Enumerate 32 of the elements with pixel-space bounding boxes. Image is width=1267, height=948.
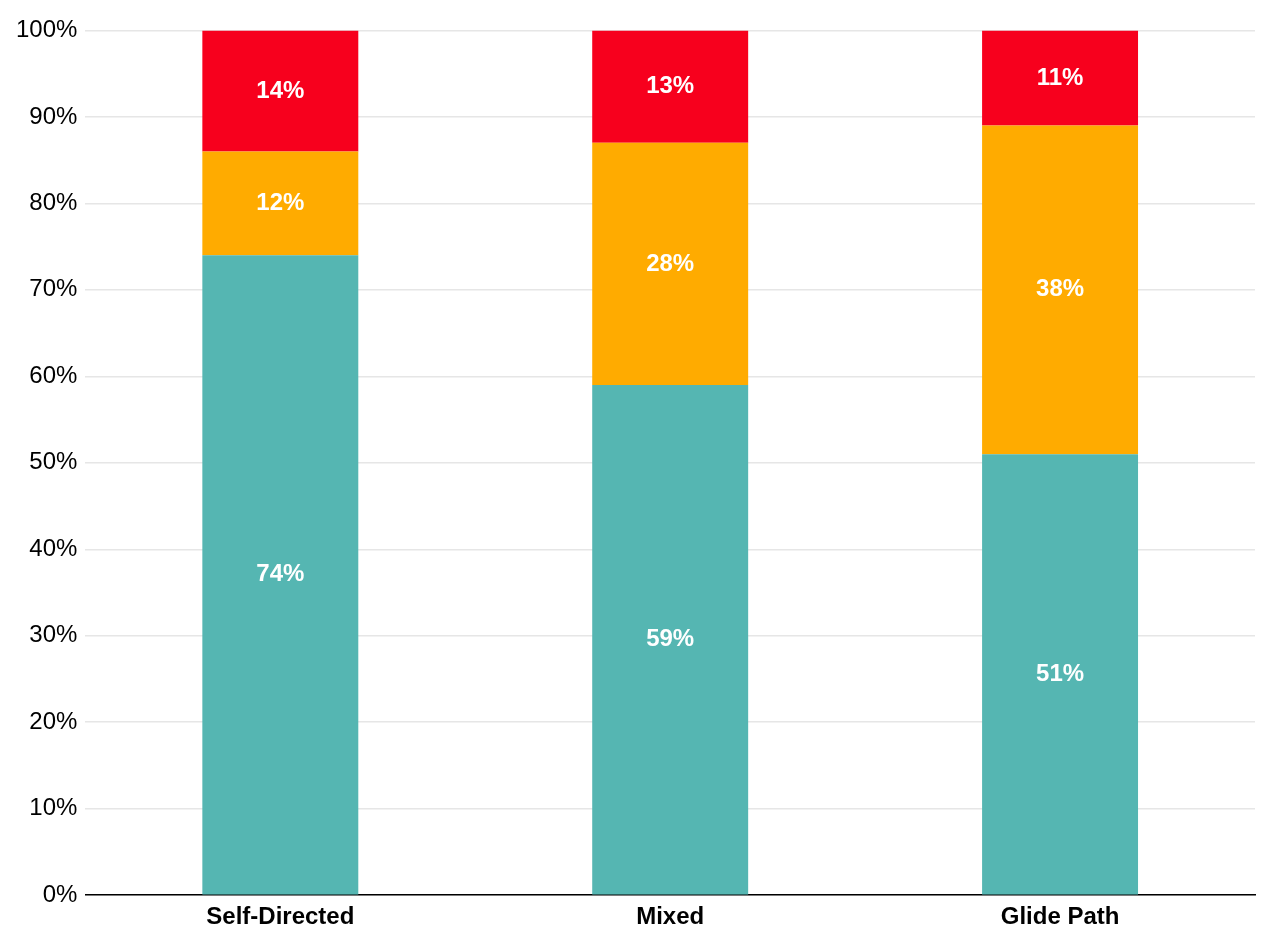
x-tick-label: Glide Path — [1000, 902, 1120, 930]
bar — [982, 125, 1139, 455]
y-tick-label: 50% — [29, 447, 78, 475]
bar — [592, 30, 749, 143]
data-label: 13% — [646, 71, 695, 99]
data-label: 74% — [256, 559, 305, 587]
bar — [592, 142, 749, 385]
y-tick-label: 60% — [29, 360, 78, 388]
data-label: 28% — [646, 248, 695, 276]
bar — [202, 255, 359, 895]
bar — [982, 30, 1139, 126]
x-tick-label: Self-Directed — [206, 902, 355, 930]
y-tick-label: 10% — [29, 793, 78, 821]
bar — [202, 151, 359, 256]
x-tick-label: Mixed — [636, 902, 705, 930]
y-tick-label: 90% — [29, 101, 78, 129]
bar — [202, 30, 359, 152]
y-tick-label: 0% — [42, 879, 78, 907]
data-label: 11% — [1036, 62, 1084, 90]
data-label: 38% — [1036, 274, 1085, 302]
data-label: 12% — [256, 187, 305, 215]
y-tick-label: 70% — [29, 274, 78, 302]
bar — [592, 384, 749, 895]
y-tick-label: 100% — [15, 15, 78, 43]
y-tick-label: 30% — [29, 620, 78, 648]
data-label: 59% — [646, 624, 695, 652]
bar — [982, 454, 1139, 895]
y-tick-label: 40% — [29, 533, 78, 561]
data-label: 14% — [256, 75, 305, 103]
data-label: 51% — [1036, 658, 1085, 686]
y-tick-label: 20% — [29, 706, 78, 734]
y-tick-label: 80% — [29, 187, 78, 215]
